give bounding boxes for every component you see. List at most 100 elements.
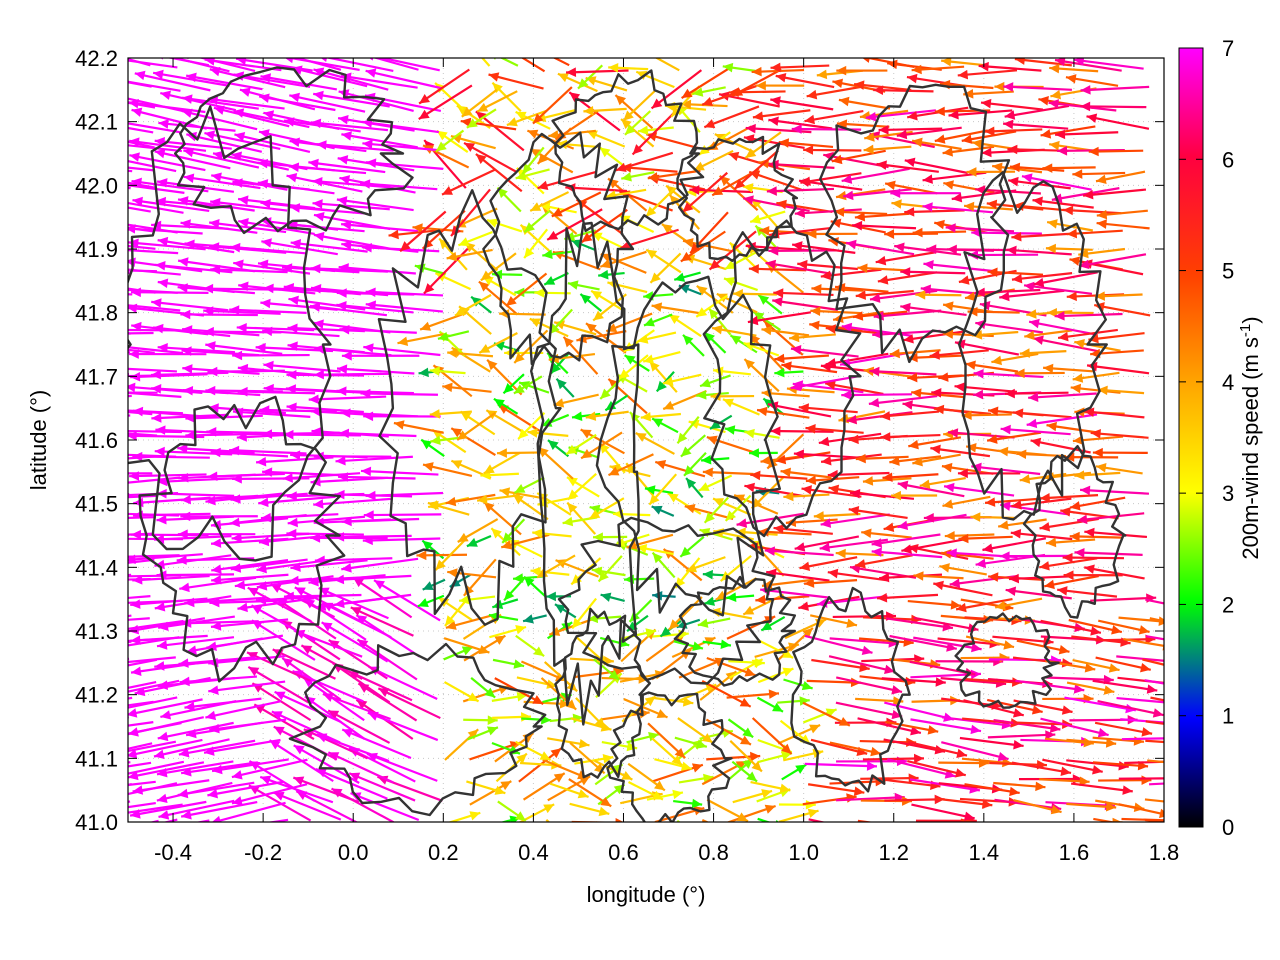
wind-vector-head bbox=[992, 162, 1003, 172]
wind-vector-shaft bbox=[300, 644, 363, 680]
wind-vector-head bbox=[515, 811, 526, 821]
wind-vector-head bbox=[799, 561, 811, 571]
terrain-contour bbox=[595, 275, 781, 617]
wind-vector-head bbox=[186, 728, 197, 739]
wind-vector-head bbox=[47, 740, 57, 750]
wind-vector-head bbox=[782, 649, 794, 658]
wind-vector-head bbox=[645, 206, 657, 217]
wind-vector-head bbox=[684, 465, 695, 476]
wind-vector-head bbox=[109, 92, 120, 101]
wind-vector-shaft bbox=[991, 821, 994, 822]
wind-vector-head bbox=[820, 518, 832, 528]
wind-vector-head bbox=[723, 277, 735, 287]
wind-vector-head bbox=[553, 773, 565, 783]
wind-vector-head bbox=[128, 224, 136, 234]
wind-vector-head bbox=[206, 641, 217, 651]
wind-vector-head bbox=[868, 398, 880, 408]
wind-vector-shaft bbox=[291, 66, 368, 88]
wind-vector-head bbox=[781, 361, 792, 371]
wind-vector-shaft bbox=[154, 535, 232, 541]
wind-vector-head bbox=[320, 58, 327, 63]
wind-vector-head bbox=[256, 581, 268, 591]
wind-vector-shaft bbox=[373, 579, 441, 622]
wind-vector-head bbox=[178, 658, 189, 668]
wind-vector-head bbox=[501, 540, 513, 550]
wind-vector-head bbox=[328, 710, 340, 720]
wind-vector-shaft bbox=[940, 677, 1007, 686]
wind-vector-head bbox=[635, 433, 647, 442]
colorbar-title-tail: ) bbox=[1238, 316, 1263, 323]
wind-vector-head bbox=[1140, 662, 1151, 673]
wind-vector-shaft bbox=[272, 648, 336, 680]
wind-vector-shaft bbox=[340, 74, 418, 89]
wind-vector-head bbox=[208, 403, 219, 413]
wind-vector-head bbox=[1097, 385, 1108, 396]
wind-vector-head bbox=[554, 604, 566, 614]
wind-vector-shaft bbox=[463, 141, 518, 174]
wind-vector-head bbox=[880, 411, 891, 421]
wind-vector-head bbox=[1042, 163, 1053, 173]
wind-vector-head bbox=[132, 575, 143, 585]
wind-vector-head bbox=[1087, 823, 1097, 833]
wind-vector-head bbox=[589, 504, 601, 515]
wind-vector-head bbox=[974, 287, 985, 298]
wind-vector-head bbox=[282, 657, 294, 668]
wind-vector-head bbox=[467, 692, 479, 702]
wind-vector-head bbox=[704, 596, 716, 606]
wind-vector-head bbox=[904, 157, 916, 167]
wind-vector-head bbox=[798, 601, 809, 611]
wind-vector-shaft bbox=[211, 573, 289, 582]
wind-vector-head bbox=[776, 199, 787, 210]
wind-vector-head bbox=[789, 332, 800, 343]
wind-vector-shaft bbox=[128, 122, 181, 134]
wind-vector-shaft bbox=[957, 69, 1018, 77]
wind-vector-head bbox=[924, 821, 925, 822]
wind-vector-head bbox=[75, 404, 85, 414]
wind-vector-head bbox=[1011, 273, 1023, 284]
wind-vector-head bbox=[581, 449, 593, 459]
wind-vector-head bbox=[208, 685, 219, 695]
wind-vector-head bbox=[577, 78, 589, 89]
wind-vector-head bbox=[229, 517, 240, 528]
wind-vector-head bbox=[186, 131, 198, 142]
wind-vector-head bbox=[961, 134, 973, 144]
wind-vector-head bbox=[423, 283, 435, 294]
wind-vector-head bbox=[52, 660, 62, 670]
wind-vector-head bbox=[445, 620, 457, 630]
wind-vector-shaft bbox=[835, 796, 905, 802]
wind-vector-head bbox=[158, 119, 169, 129]
x-tick-label: 1.6 bbox=[1059, 840, 1090, 865]
wind-vector-shaft bbox=[1039, 517, 1099, 530]
wind-vector-head bbox=[312, 199, 323, 209]
wind-vector-shaft bbox=[869, 369, 937, 376]
wind-vector-head bbox=[153, 323, 164, 334]
wind-vector-shaft bbox=[801, 487, 862, 498]
wind-vector-shaft bbox=[128, 696, 178, 709]
wind-vector-shaft bbox=[237, 366, 316, 376]
wind-vector-head bbox=[1069, 531, 1080, 542]
wind-vector-shaft bbox=[760, 588, 830, 599]
wind-vector-shaft bbox=[286, 532, 364, 536]
wind-vector-head bbox=[958, 275, 970, 285]
wind-vector-head bbox=[360, 179, 371, 189]
wind-vector-head bbox=[151, 384, 162, 394]
wind-vector-head bbox=[78, 341, 88, 351]
wind-vector-shaft bbox=[324, 58, 394, 73]
wind-vector-head bbox=[671, 755, 683, 766]
wind-vector-shaft bbox=[258, 95, 336, 112]
wind-vector-shaft bbox=[128, 432, 158, 437]
wind-vector-head bbox=[943, 301, 954, 311]
wind-vector-shaft bbox=[177, 286, 255, 295]
wind-vector-head bbox=[585, 323, 597, 333]
wind-vector-head bbox=[1080, 101, 1091, 112]
wind-vector-head bbox=[693, 161, 705, 171]
wind-vector-shaft bbox=[1064, 696, 1137, 712]
wind-vector-head bbox=[257, 179, 269, 189]
wind-vector-head bbox=[530, 566, 541, 577]
wind-vector-shaft bbox=[310, 121, 389, 132]
wind-vector-shaft bbox=[911, 803, 975, 820]
wind-vector-head bbox=[460, 117, 472, 128]
wind-vector-head bbox=[774, 353, 785, 364]
wind-vector-head bbox=[846, 414, 858, 425]
